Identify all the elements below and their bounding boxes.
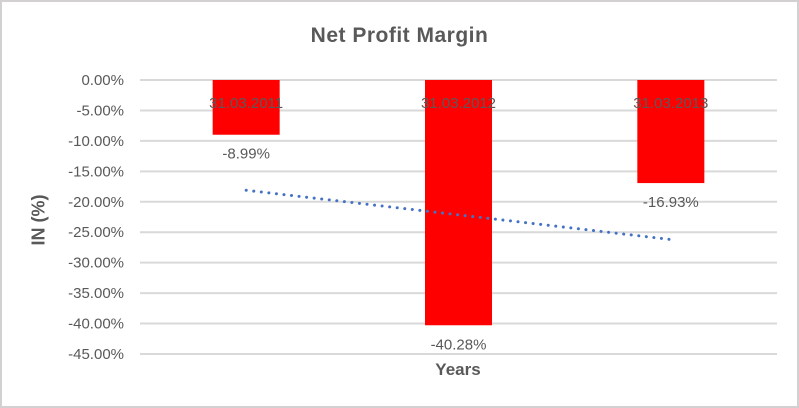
x-axis-title: Years (435, 360, 481, 379)
category-label: 31.03.2012 (421, 95, 496, 112)
y-tick-label: -10.00% (68, 133, 124, 150)
y-tick-label: -30.00% (68, 255, 124, 272)
y-tick-label: -15.00% (68, 163, 124, 180)
category-label: 31.03.2013 (633, 95, 708, 112)
y-tick-label: -25.00% (68, 224, 124, 241)
category-label: 31.03.2011 (209, 95, 283, 112)
data-label: -16.93% (643, 194, 699, 211)
bar (637, 80, 705, 184)
bar (425, 80, 492, 326)
chart-title: Net Profit Margin (310, 24, 489, 47)
y-tick-label: -20.00% (68, 194, 124, 211)
bar (212, 80, 280, 135)
data-label: -8.99% (222, 146, 270, 163)
y-tick-label: -35.00% (68, 285, 124, 302)
y-tick-label: -5.00% (76, 102, 124, 119)
trendline (244, 188, 673, 242)
y-tick-label: -40.00% (68, 316, 124, 333)
y-tick-label: 0.00% (81, 72, 124, 89)
y-tick-label: -45.00% (68, 346, 124, 363)
data-label: -40.28% (431, 336, 487, 353)
